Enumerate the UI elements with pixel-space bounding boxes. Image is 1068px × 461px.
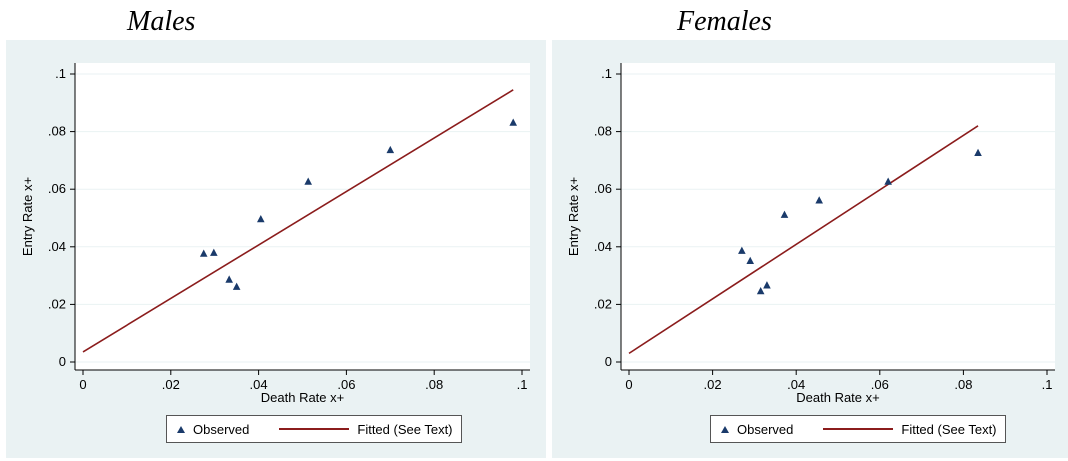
observed-point: [304, 177, 313, 185]
observed-point: [815, 196, 823, 204]
legend-observed-label: Observed: [737, 421, 794, 437]
x-tick-label: .04: [250, 377, 268, 392]
females-panel: 0 .02 .04 .06 .08 .1 0 .02 .04 .06 .08 .1 Death Rate…: [552, 40, 1068, 458]
females-chart: 0 .02 .04 .06 .08 .1 0 .02 .04 .06 .08 .1 Death Rate…: [566, 63, 1055, 405]
y-tick-label: .04: [48, 239, 66, 254]
x-tick-label: .1: [517, 377, 528, 392]
fitted-line-icon: [279, 428, 350, 430]
y-tick-label: .08: [594, 124, 612, 139]
observed-point: [763, 281, 771, 289]
y-tick-label: 0: [605, 354, 612, 369]
males-chart: 0 .02 .04 .06 .08 .1 0 .02 .04 .06 .08 .1 Death Rate…: [20, 63, 530, 405]
y-tick-label: .06: [594, 181, 612, 196]
observed-point: [738, 246, 746, 254]
observed-point: [386, 145, 395, 154]
observed-point: [509, 118, 518, 126]
x-axis-label: Death Rate x+: [796, 390, 879, 405]
observed-point: [756, 286, 765, 295]
y-tick-label: .1: [601, 66, 612, 81]
females-legend: Observed Fitted (See Text): [710, 415, 1006, 443]
observed-marker-icon: [177, 425, 185, 433]
x-tick-label: .08: [425, 377, 443, 392]
y-tick-label: .04: [594, 239, 612, 254]
males-legend: Observed Fitted (See Text): [166, 415, 462, 443]
females-title: Females: [677, 6, 772, 37]
males-panel: 0 .02 .04 .06 .08 .1 0 .02 .04 .06 .08 .1 Death Rate…: [6, 40, 546, 458]
fitted-line: [82, 89, 514, 353]
legend-observed-label: Observed: [193, 421, 250, 437]
x-tick-label: .02: [162, 377, 180, 392]
x-tick-label: .08: [954, 377, 972, 392]
x-tick-label: 0: [79, 377, 86, 392]
y-tick-label: .08: [48, 124, 66, 139]
observed-point: [974, 148, 982, 156]
observed-point: [746, 256, 755, 264]
fitted-line: [628, 125, 979, 355]
y-tick-label: .02: [48, 296, 66, 311]
legend-fitted-label: Fitted (See Text): [901, 421, 997, 437]
x-tick-label: 0: [625, 377, 632, 392]
x-tick-label: .04: [787, 377, 805, 392]
legend-fitted-label: Fitted (See Text): [357, 421, 453, 437]
observed-point: [256, 214, 265, 223]
observed-point: [199, 249, 208, 257]
y-tick-label: .02: [594, 296, 612, 311]
y-tick-label: 0: [59, 354, 66, 369]
y-axis-label: Entry Rate x+: [566, 177, 581, 256]
observed-point: [780, 210, 789, 218]
plot-area: [75, 63, 530, 370]
fitted-line-icon: [823, 428, 894, 430]
observed-point: [884, 177, 892, 185]
x-tick-label: .06: [337, 377, 355, 392]
y-tick-label: .1: [55, 66, 66, 81]
x-axis-label: Death Rate x+: [261, 390, 344, 405]
x-tick-label: .06: [871, 377, 889, 392]
observed-point: [210, 248, 218, 256]
x-tick-label: .1: [1042, 377, 1053, 392]
observed-point: [225, 275, 233, 283]
observed-point: [232, 282, 241, 290]
males-title: Males: [127, 6, 196, 37]
y-tick-label: .06: [48, 181, 66, 196]
y-axis-label: Entry Rate x+: [20, 177, 35, 256]
x-tick-label: .02: [704, 377, 722, 392]
observed-marker-icon: [721, 425, 729, 433]
